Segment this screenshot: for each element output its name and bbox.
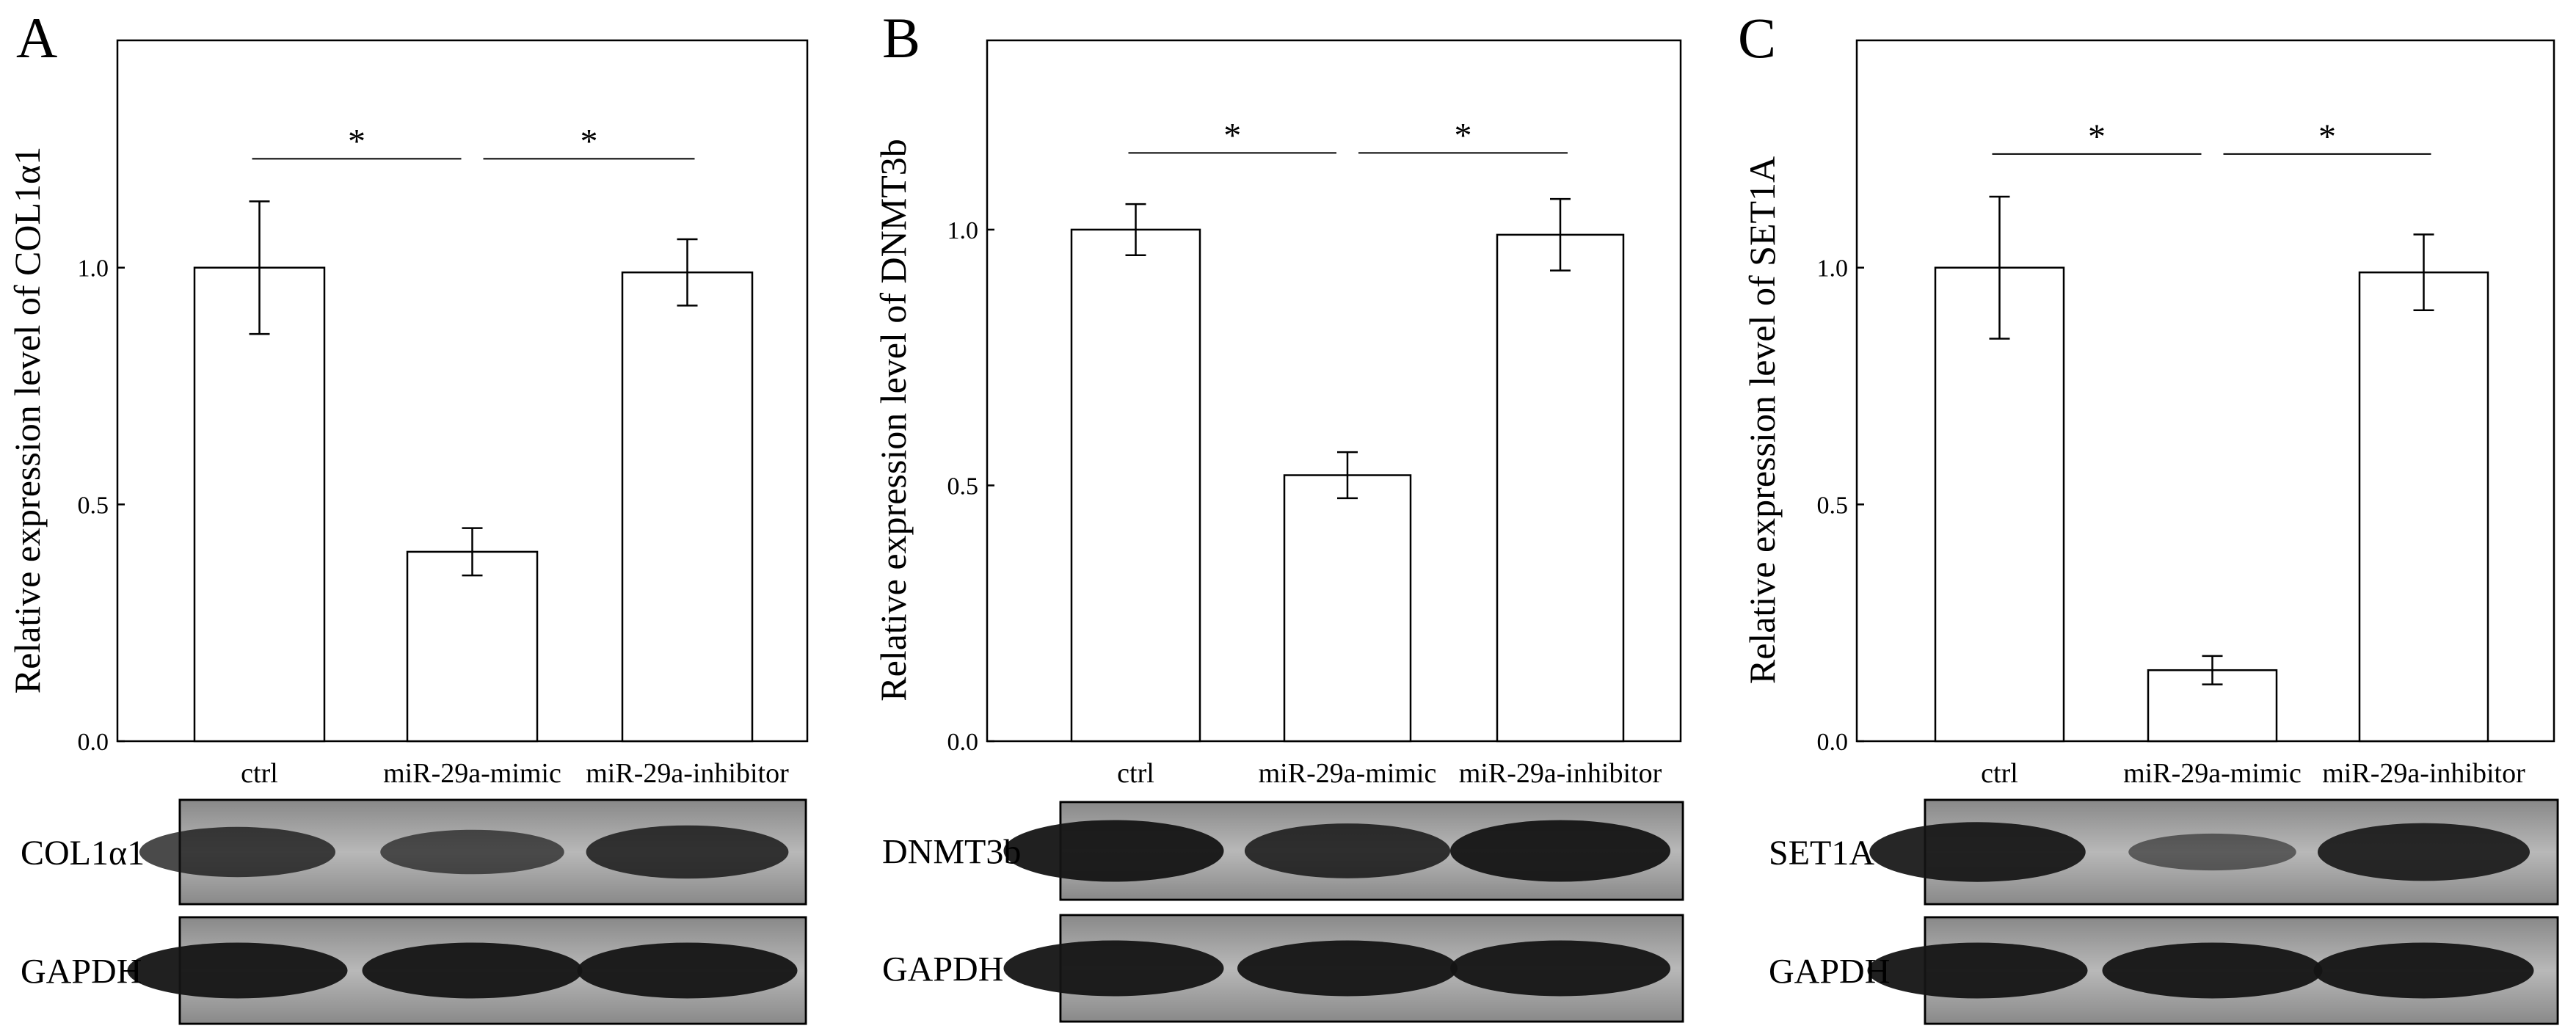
blot-label-1: DNMT3b xyxy=(882,833,1021,872)
significance-star-1: * xyxy=(2088,117,2106,156)
blot-band-2-1 xyxy=(1867,942,2088,999)
category-label-3: miR-29a-inhibitor xyxy=(2322,758,2525,789)
panel-c-letter: C xyxy=(1738,6,1776,70)
blot-band-1-1 xyxy=(1869,822,2086,882)
panel-b-blot: DNMT3b GAPDH xyxy=(882,801,1684,1023)
bar-3 xyxy=(2358,271,2489,743)
panel-c-chart: 0.0 0.5 1.0 Relative expression level of SE… xyxy=(1742,39,2555,789)
y-tick-label: 0.0 xyxy=(78,729,109,756)
y-axis-label: Relative expression level of SET1A xyxy=(1742,156,1783,684)
blot-band-2-1 xyxy=(1003,940,1224,997)
blot-band-2-3 xyxy=(577,942,798,999)
y-tick-label: 1.0 xyxy=(947,217,979,244)
blot-label-2: GAPDH xyxy=(882,950,1003,989)
blot-band-1-1 xyxy=(139,826,335,878)
blot-band-1-3 xyxy=(2318,823,2530,881)
panel-a: A 0.0 0.5 1.0 Relative expression level of … xyxy=(7,6,809,1025)
panel-a-blot: COL1α1 GAPDH xyxy=(21,798,807,1025)
y-axis-label: Relative expression level of DNMT3b xyxy=(873,139,914,701)
blot-band-1-2 xyxy=(1244,823,1451,878)
bar-3 xyxy=(1496,233,1625,743)
y-tick-label: 0.5 xyxy=(78,492,109,519)
blot-band-2-2 xyxy=(1237,940,1458,997)
category-label-2: miR-29a-mimic xyxy=(383,758,561,789)
category-label-3: miR-29a-inhibitor xyxy=(1459,758,1662,789)
panel-c: C 0.0 0.5 1.0 Relative expression level of … xyxy=(1738,6,2559,1025)
blot-band-2-3 xyxy=(2313,942,2534,999)
y-tick-label: 0.0 xyxy=(1817,729,1849,756)
significance-star-2: * xyxy=(2318,117,2336,156)
y-tick-label: 0.5 xyxy=(947,473,979,500)
significance-star-2: * xyxy=(581,122,598,161)
panel-a-chart: 0.0 0.5 1.0 Relative expression level of CO… xyxy=(7,39,809,789)
category-label-1: ctrl xyxy=(241,758,278,789)
significance-star-2: * xyxy=(1455,116,1472,155)
bar-2 xyxy=(406,550,539,743)
blot-band-2-1 xyxy=(127,942,348,999)
panel-c-blot: SET1A GAPDH xyxy=(1769,798,2559,1025)
bar-2 xyxy=(1283,474,1412,743)
blot-label-1: COL1α1 xyxy=(21,834,145,873)
significance-star-1: * xyxy=(1223,116,1241,155)
category-label-1: ctrl xyxy=(1981,758,2018,789)
y-tick-label: 0.0 xyxy=(947,729,979,756)
blot-band-1-2 xyxy=(380,829,564,875)
blot-band-1-3 xyxy=(586,825,789,879)
bar-1 xyxy=(1070,228,1201,743)
y-tick-label: 1.0 xyxy=(78,255,109,283)
panel-a-letter: A xyxy=(16,6,57,70)
category-label-2: miR-29a-mimic xyxy=(2123,758,2302,789)
blot-band-1-3 xyxy=(1450,820,1670,882)
bar-1 xyxy=(193,266,326,743)
blot-label-1: SET1A xyxy=(1769,834,1874,873)
blot-band-2-3 xyxy=(1450,940,1670,997)
y-tick-label: 1.0 xyxy=(1817,255,1849,283)
blot-label-2: GAPDH xyxy=(1769,953,1890,991)
panel-b-chart: 0.0 0.5 1.0 Relative expression level of DN… xyxy=(873,39,1682,789)
blot-band-2-2 xyxy=(362,942,583,999)
category-label-1: ctrl xyxy=(1117,758,1154,789)
panel-b: B 0.0 0.5 1.0 Relative expression level of … xyxy=(873,6,1684,1023)
y-axis-label: Relative expression level of COL1α1 xyxy=(7,147,48,693)
category-label-3: miR-29a-inhibitor xyxy=(586,758,789,789)
panel-b-letter: B xyxy=(882,6,920,70)
blot-band-2-2 xyxy=(2102,942,2323,999)
blot-band-1-2 xyxy=(2128,833,2296,871)
blot-band-1-1 xyxy=(1003,820,1224,882)
category-label-2: miR-29a-mimic xyxy=(1259,758,1437,789)
bar-3 xyxy=(621,271,754,743)
y-tick-label: 0.5 xyxy=(1817,492,1849,519)
blot-label-2: GAPDH xyxy=(21,953,142,991)
significance-star-1: * xyxy=(348,122,365,161)
